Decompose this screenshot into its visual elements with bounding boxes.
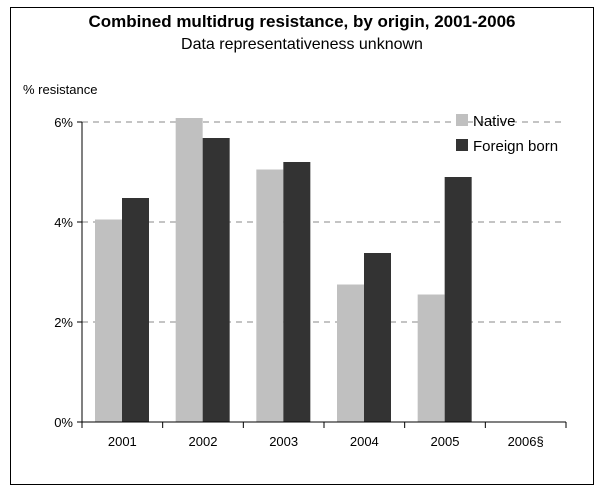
bars — [95, 118, 472, 422]
bar-foreign-born — [364, 253, 391, 422]
bar-native — [417, 294, 445, 422]
y-tick-label: 2% — [54, 315, 73, 330]
x-tick-label: 2004 — [350, 434, 379, 449]
legend: Native Foreign born — [456, 113, 558, 155]
bar-native — [95, 219, 122, 422]
x-tick-label: 2006§ — [508, 434, 544, 449]
y-tick-label: 6% — [54, 115, 73, 130]
axes: 0% 2% 4% 6% 2001 2002 2003 2004 2005 2006§ — [54, 115, 567, 449]
bar-native — [337, 284, 364, 422]
legend-label-foreign-born: Foreign born — [473, 138, 558, 155]
chart-subtitle: Data representativeness unknown — [181, 36, 423, 53]
y-tick-label: 0% — [54, 415, 73, 430]
bar-foreign-born — [122, 198, 149, 422]
bar-native — [256, 169, 284, 422]
x-tick-label: 2005 — [431, 434, 460, 449]
x-tick-label: 2001 — [108, 434, 137, 449]
bar-foreign-born — [202, 138, 230, 422]
x-tick-label: 2002 — [189, 434, 218, 449]
bar-foreign-born — [283, 162, 311, 422]
y-tick-label: 4% — [54, 215, 73, 230]
y-axis-label: % resistance — [23, 82, 97, 97]
legend-swatch-native — [456, 114, 468, 126]
x-tick-label: 2003 — [269, 434, 298, 449]
legend-label-native: Native — [473, 113, 516, 130]
bar-foreign-born — [444, 177, 472, 422]
chart-title: Combined multidrug resistance, by origin… — [88, 12, 516, 31]
gridlines — [82, 121, 566, 323]
bar-native — [175, 118, 203, 422]
legend-swatch-foreign-born — [456, 139, 468, 151]
